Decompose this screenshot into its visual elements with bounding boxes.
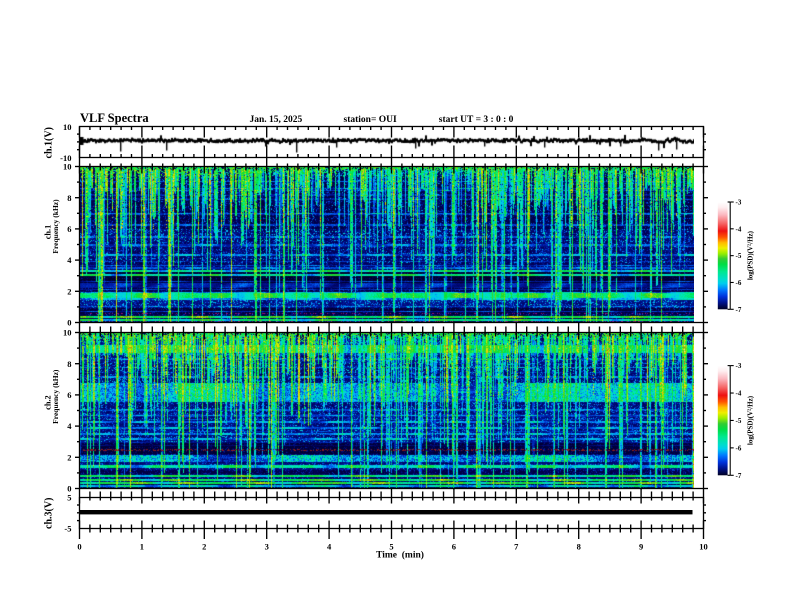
svg-text:0: 0: [77, 542, 81, 552]
svg-text:Jan. 15, 2025: Jan. 15, 2025: [250, 115, 303, 125]
svg-text:VLF Spectra: VLF Spectra: [80, 111, 149, 125]
svg-text:-7: -7: [736, 306, 742, 314]
svg-text:ch.2: ch.2: [44, 395, 53, 410]
svg-text:2: 2: [67, 286, 71, 296]
svg-text:-7: -7: [736, 472, 742, 480]
svg-text:10: 10: [63, 328, 72, 338]
svg-text:7: 7: [514, 542, 519, 552]
svg-text:1: 1: [140, 542, 144, 552]
svg-text:-10: -10: [60, 153, 71, 163]
svg-text:-5: -5: [736, 417, 742, 425]
svg-text:-3: -3: [736, 362, 742, 370]
svg-text:station= OUI: station= OUI: [344, 115, 397, 125]
svg-text:ch.3(V): ch.3(V): [44, 498, 55, 529]
svg-text:0: 0: [67, 318, 71, 328]
svg-text:6: 6: [452, 542, 456, 552]
svg-text:8: 8: [67, 193, 71, 203]
svg-text:log(PSD)(V²/Hz): log(PSD)(V²/Hz): [747, 395, 755, 445]
svg-text:-5: -5: [64, 523, 71, 533]
svg-text:Time (min): Time (min): [376, 550, 424, 561]
svg-text:log(PSD)(V²/Hz): log(PSD)(V²/Hz): [747, 230, 755, 280]
svg-text:4: 4: [327, 542, 332, 552]
svg-text:9: 9: [639, 542, 643, 552]
svg-text:10: 10: [699, 542, 708, 552]
svg-text:5: 5: [67, 493, 71, 503]
svg-text:3: 3: [265, 542, 269, 552]
svg-text:-4: -4: [736, 390, 742, 398]
svg-text:Frequency (kHz): Frequency (kHz): [51, 199, 60, 254]
svg-text:10: 10: [63, 162, 72, 172]
svg-text:start UT = 3 : 0 : 0: start UT = 3 : 0 : 0: [439, 115, 514, 125]
svg-text:4: 4: [67, 255, 72, 265]
svg-text:-5: -5: [736, 252, 742, 260]
svg-text:-4: -4: [736, 225, 742, 233]
svg-text:5: 5: [389, 542, 393, 552]
svg-text:ch.1: ch.1: [44, 225, 53, 240]
svg-text:6: 6: [67, 224, 71, 234]
svg-text:4: 4: [67, 421, 72, 431]
svg-text:-3: -3: [736, 199, 742, 207]
svg-text:ch.1(V): ch.1(V): [44, 127, 55, 158]
svg-text:Frequency (kHz): Frequency (kHz): [51, 369, 60, 424]
svg-text:8: 8: [577, 542, 581, 552]
svg-text:8: 8: [67, 359, 71, 369]
svg-text:-6: -6: [736, 444, 742, 452]
svg-text:0: 0: [67, 484, 71, 494]
svg-text:2: 2: [202, 542, 206, 552]
svg-text:2: 2: [67, 452, 71, 462]
svg-text:-6: -6: [736, 279, 742, 287]
svg-text:10: 10: [63, 122, 72, 132]
svg-text:6: 6: [67, 390, 71, 400]
